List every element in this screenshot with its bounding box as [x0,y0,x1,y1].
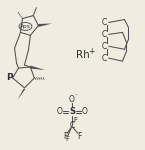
Text: C: C [102,54,107,63]
Text: Aps: Aps [20,24,31,29]
Text: Rh: Rh [76,50,90,60]
Text: F: F [78,132,82,141]
Text: O: O [56,107,62,116]
Text: ⁻: ⁻ [74,94,78,99]
Text: C: C [102,30,107,39]
Text: C: C [69,121,75,130]
Text: C: C [102,42,107,51]
Polygon shape [38,24,52,27]
Text: F: F [65,136,69,142]
Text: +: + [88,47,94,56]
Text: C: C [102,18,107,27]
Text: O: O [82,107,88,116]
Text: P: P [6,74,13,82]
Text: F: F [63,132,67,141]
Text: S: S [69,107,75,116]
Polygon shape [18,89,26,100]
Text: O: O [69,95,75,104]
Text: F: F [73,117,77,123]
Polygon shape [30,66,45,70]
